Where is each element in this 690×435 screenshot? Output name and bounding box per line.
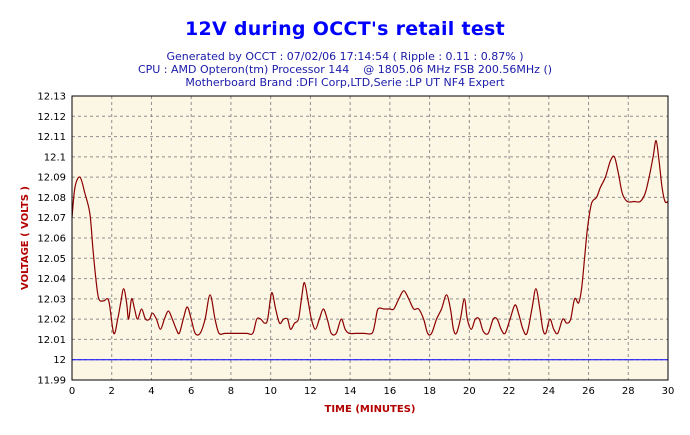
x-tick-label: 10 <box>264 386 277 397</box>
x-tick-label: 0 <box>69 386 75 397</box>
x-axis-label: TIME (MINUTES) <box>325 404 416 415</box>
grid-lines <box>72 96 668 380</box>
x-tick-label: 22 <box>503 386 516 397</box>
y-tick-label: 12.11 <box>37 132 66 143</box>
y-tick-label: 12.03 <box>37 294 66 305</box>
y-tick-label: 12.12 <box>37 112 66 123</box>
y-tick-label: 11.99 <box>37 376 66 387</box>
generated-info: Generated by OCCT : 07/02/06 17:14:54 ( … <box>166 50 524 63</box>
x-axis-ticks: 0 2 4 6 8 10 12 14 16 18 20 22 24 26 28 30 <box>69 386 675 397</box>
voltage-series-line <box>71 140 669 336</box>
y-tick-label: 12.06 <box>37 234 66 245</box>
cpu-info: CPU : AMD Opteron(tm) Processor 144 @ 18… <box>137 63 553 76</box>
x-tick-label: 26 <box>582 386 595 397</box>
y-tick-label: 12.07 <box>37 213 66 224</box>
x-tick-label: 18 <box>423 386 436 397</box>
x-tick-label: 30 <box>662 386 675 397</box>
x-tick-label: 4 <box>148 386 154 397</box>
y-tick-label: 12.05 <box>37 254 66 265</box>
y-tick-label: 12.09 <box>37 173 66 184</box>
y-axis-label: VOLTAGE ( VOLTS ) <box>20 186 31 290</box>
x-tick-label: 16 <box>383 386 396 397</box>
y-tick-label: 12.02 <box>37 315 66 326</box>
x-tick-label: 12 <box>304 386 317 397</box>
chart-title: 12V during OCCT's retail test <box>184 18 506 40</box>
y-tick-label: 12.08 <box>37 193 66 204</box>
x-tick-label: 6 <box>188 386 194 397</box>
x-tick-label: 24 <box>542 386 555 397</box>
plot-border <box>71 95 669 381</box>
y-tick-label: 12.13 <box>37 92 66 103</box>
plot-area <box>72 96 668 380</box>
y-tick-label: 12.01 <box>37 335 66 346</box>
y-tick-label: 12.04 <box>37 274 66 285</box>
x-tick-label: 28 <box>622 386 635 397</box>
x-tick-label: 2 <box>109 386 115 397</box>
y-axis-ticks: 11.99 12 12.01 12.02 12.03 12.04 12.05 12.06 12.… <box>37 92 66 387</box>
x-tick-label: 20 <box>463 386 476 397</box>
x-tick-label: 14 <box>344 386 357 397</box>
x-tick-label: 8 <box>228 386 234 397</box>
motherboard-info: Motherboard Brand :DFI Corp,LTD,Serie :L… <box>185 76 505 89</box>
y-tick-label: 12.1 <box>44 152 66 163</box>
y-tick-label: 12 <box>53 355 66 366</box>
